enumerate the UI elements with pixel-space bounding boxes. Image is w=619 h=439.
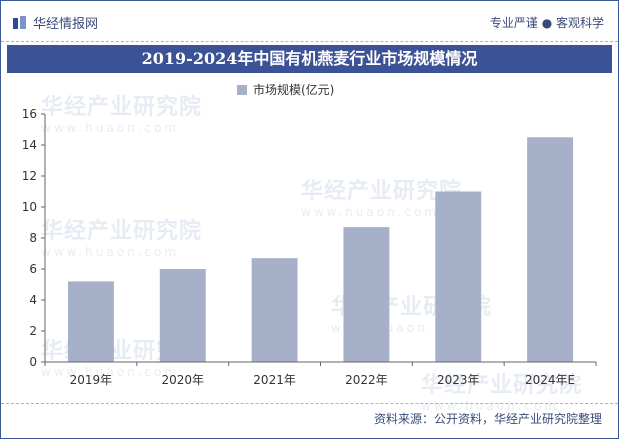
bar-chart: 0 2 4 6 8 10 12 14 16 2019年 2020年 2021年 2022年 2023年 20… (22, 107, 597, 387)
y-tick-label: 8 (29, 231, 37, 245)
legend-swatch (237, 84, 247, 95)
bar (435, 191, 482, 362)
x-tick-label: 2024年E (525, 373, 575, 387)
chart-title-bar: 2019-2024年中国有机燕麦行业市场规模情况 (7, 45, 612, 73)
bar (251, 258, 298, 362)
x-tick-label: 2022年 (345, 373, 388, 387)
bar (159, 269, 206, 362)
bar (67, 281, 114, 362)
x-tick-label: 2020年 (161, 373, 204, 387)
bar (527, 137, 574, 362)
brand-name: 华经情报网 (33, 17, 99, 32)
logo-icon (13, 15, 27, 30)
brand-logo[interactable]: 华经情报网 (13, 13, 98, 32)
top-bar: 华经情报网 专业严谨 ● 客观科学 (1, 1, 618, 42)
y-tick-label: 16 (22, 107, 37, 121)
watermark: 华经产业研究院 www.huaon.com (301, 179, 463, 219)
y-tick-label: 2 (29, 324, 37, 338)
x-tick-label: 2023年 (437, 373, 480, 387)
chart-title: 2019-2024年中国有机燕麦行业市场规模情况 (141, 49, 478, 68)
bar (343, 227, 390, 362)
legend-label: 市场规模(亿元) (253, 83, 335, 97)
watermark: 华经产业研究院 www.huaon.com (41, 219, 203, 259)
footer-bar: 资料来源：公开资料，华经产业研究院整理 (1, 403, 618, 439)
y-tick-label: 4 (29, 293, 37, 307)
y-tick-label: 12 (22, 169, 37, 183)
x-tick-label: 2021年 (253, 373, 296, 387)
y-tick-label: 0 (29, 355, 37, 369)
watermark: 华经产业研究院 www.huaon.com (41, 95, 203, 135)
chart-legend: 市场规模(亿元) (237, 81, 334, 98)
y-tick-label: 14 (22, 138, 37, 152)
y-tick-label: 6 (29, 262, 37, 276)
y-tick-label: 10 (22, 200, 37, 214)
x-tick-label: 2019年 (70, 373, 113, 387)
watermark: 华经产业研究院 www.huaon.com (421, 373, 583, 413)
source-note: 资料来源：公开资料，华经产业研究院整理 (373, 412, 602, 426)
brand-motto: 专业严谨 ● 客观科学 (489, 16, 604, 30)
